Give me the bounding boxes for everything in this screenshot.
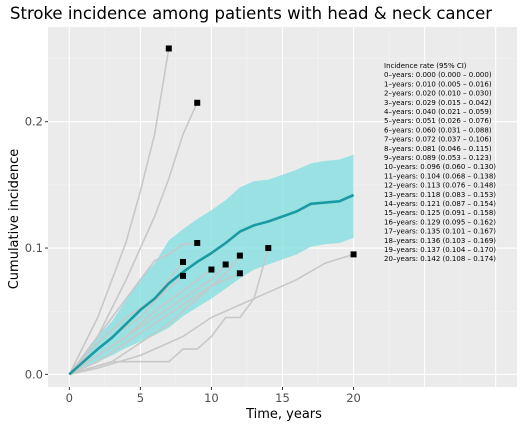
study-line-2: [68, 102, 198, 375]
study-line-7: [68, 263, 227, 376]
annotation-line: 9–years: 0.089 (0.053 – 0.123): [384, 154, 492, 162]
endpoint-marker-11: [350, 251, 357, 258]
annotation-line: 19–years: 0.137 (0.104 – 0.170): [384, 246, 496, 254]
annotation-line: 20–years: 0.142 (0.108 – 0.174): [384, 255, 496, 263]
x-tick-label: 20: [346, 391, 361, 405]
y-axis-label: Cumulative incidence: [7, 149, 22, 290]
endpoint-marker-2: [194, 99, 201, 106]
y-tick-label: 0.2: [25, 115, 43, 129]
annotation-line: 13–years: 0.118 (0.083 – 0.153): [384, 191, 496, 199]
study-line-1: [68, 48, 170, 375]
annotation-line: 11–years: 0.104 (0.068 – 0.138): [384, 172, 496, 180]
annotation-line: 7–years: 0.072 (0.037 – 0.106): [384, 136, 492, 144]
endpoint-marker-1: [165, 45, 172, 52]
endpoint-marker-4: [180, 258, 187, 265]
chart-title: Stroke incidence among patients with hea…: [10, 4, 492, 23]
ci-band: [69, 154, 354, 375]
annotation-line: 18–years: 0.136 (0.103 – 0.169): [384, 237, 496, 245]
annotation-line: 0–years: 0.000 (0.000 – 0.000): [384, 71, 492, 79]
endpoint-marker-8: [236, 270, 243, 277]
x-tick-label: 15: [275, 391, 290, 405]
annotation-line: 6–years: 0.060 (0.031 – 0.088): [384, 126, 492, 134]
x-tick-label: 0: [66, 391, 73, 405]
annotation-line: 14–years: 0.121 (0.087 – 0.154): [384, 200, 496, 208]
annotation-line: 3–years: 0.029 (0.015 – 0.042): [384, 99, 492, 107]
study-line-4: [68, 261, 184, 375]
annotation-line: 16–years: 0.129 (0.095 – 0.162): [384, 218, 496, 226]
plot-area: 0 5 10 15 20 0.0 0.1 0.2 Incidence rate (95% CI)…: [25, 27, 517, 405]
annotation-line: 4–years: 0.040 (0.021 – 0.059): [384, 108, 492, 116]
annotation-line: 5–years: 0.051 (0.026 – 0.076): [384, 117, 492, 125]
x-tick-label: 10: [204, 391, 219, 405]
endpoint-marker-9: [236, 252, 243, 259]
y-tick-label: 0.1: [25, 241, 43, 255]
x-tick-label: 5: [137, 391, 144, 405]
annotation-line: 2–years: 0.020 (0.010 – 0.030): [384, 90, 492, 98]
x-axis-label: Time, years: [245, 407, 322, 422]
study-line-3: [68, 242, 198, 375]
annotation-header: Incidence rate (95% CI): [384, 62, 467, 70]
annotation-line: 1–years: 0.010 (0.005 – 0.016): [384, 80, 492, 88]
study-line-10: [69, 247, 270, 376]
endpoint-marker-6: [208, 266, 215, 273]
annotation-line: 8–years: 0.081 (0.046 – 0.115): [384, 145, 492, 153]
annotation-line: 10–years: 0.096 (0.060 – 0.130): [384, 163, 496, 171]
endpoint-marker-5: [180, 272, 187, 279]
annotation-line: 12–years: 0.113 (0.076 – 0.148): [384, 182, 496, 190]
study-line-11: [69, 253, 354, 376]
pooled-line: [68, 193, 355, 376]
annotation-line: 17–years: 0.135 (0.101 – 0.167): [384, 228, 496, 236]
endpoint-marker-10: [265, 245, 272, 252]
annotation-line: 15–years: 0.125 (0.091 – 0.158): [384, 209, 496, 217]
y-tick-label: 0.0: [25, 367, 43, 381]
endpoint-marker-3: [194, 240, 201, 246]
endpoint-marker-7: [222, 261, 229, 268]
